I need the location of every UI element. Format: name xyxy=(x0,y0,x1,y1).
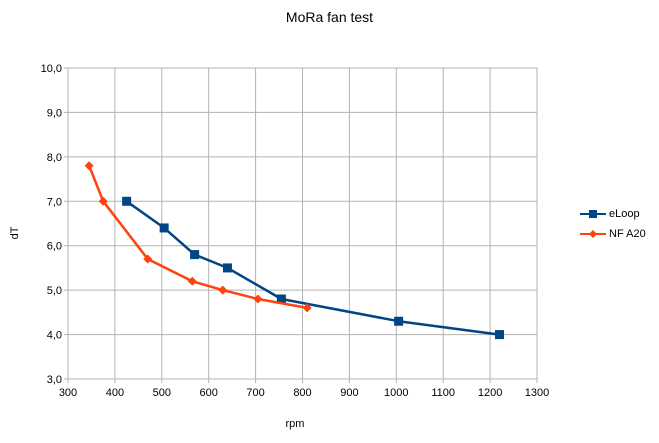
x-tick-label: 1200 xyxy=(478,387,502,399)
y-tick-label: 5,0 xyxy=(47,285,62,297)
y-tick-label: 10,0 xyxy=(41,63,62,75)
y-tick-label: 8,0 xyxy=(47,152,62,164)
data-point-nf-a20 xyxy=(253,294,263,304)
data-point-eloop xyxy=(494,330,504,340)
legend-item-nf-a20: NF A20 xyxy=(580,224,658,244)
legend-label-eloop: eLoop xyxy=(609,208,640,220)
x-tick-label: 800 xyxy=(293,387,311,399)
x-axis-title: rpm xyxy=(285,418,305,430)
data-point-nf-a20 xyxy=(302,303,312,313)
x-tick-label: 900 xyxy=(340,387,358,399)
y-tick-label: 9,0 xyxy=(47,107,62,119)
legend-swatch-nf-a20 xyxy=(580,230,606,238)
plot-border xyxy=(67,67,538,380)
legend: eLoop NF A20 xyxy=(580,204,658,244)
data-point-nf-a20 xyxy=(98,196,108,206)
y-axis-title: dT xyxy=(9,226,21,240)
x-tick-label: 1000 xyxy=(384,387,408,399)
y-tick-label: 3,0 xyxy=(47,374,62,386)
legend-swatch-eloop xyxy=(580,210,606,218)
x-tick-label: 1300 xyxy=(525,387,549,399)
x-tick-label: 400 xyxy=(106,387,124,399)
x-tick-label: 300 xyxy=(59,387,77,399)
data-point-eloop xyxy=(159,223,169,233)
y-tick-label: 6,0 xyxy=(47,241,62,253)
data-point-nf-a20 xyxy=(143,254,153,264)
data-point-eloop xyxy=(122,196,132,206)
x-tick-label: 500 xyxy=(153,387,171,399)
data-point-nf-a20 xyxy=(218,285,228,295)
legend-label-nf-a20: NF A20 xyxy=(609,228,646,240)
x-tick-label: 700 xyxy=(246,387,264,399)
series-line-nf-a20 xyxy=(87,165,308,310)
data-point-eloop xyxy=(190,250,200,260)
data-point-eloop xyxy=(276,294,286,304)
data-point-nf-a20 xyxy=(187,276,197,286)
x-tick-label: 1100 xyxy=(431,387,455,399)
legend-item-eloop: eLoop xyxy=(580,204,658,224)
y-tick-label: 7,0 xyxy=(47,196,62,208)
data-point-eloop xyxy=(222,263,232,273)
y-tick-label: 4,0 xyxy=(47,330,62,342)
chart-title: MoRa fan test xyxy=(285,9,374,25)
x-tick-label: 600 xyxy=(200,387,218,399)
data-point-eloop xyxy=(394,316,404,326)
data-point-nf-a20 xyxy=(84,161,94,171)
